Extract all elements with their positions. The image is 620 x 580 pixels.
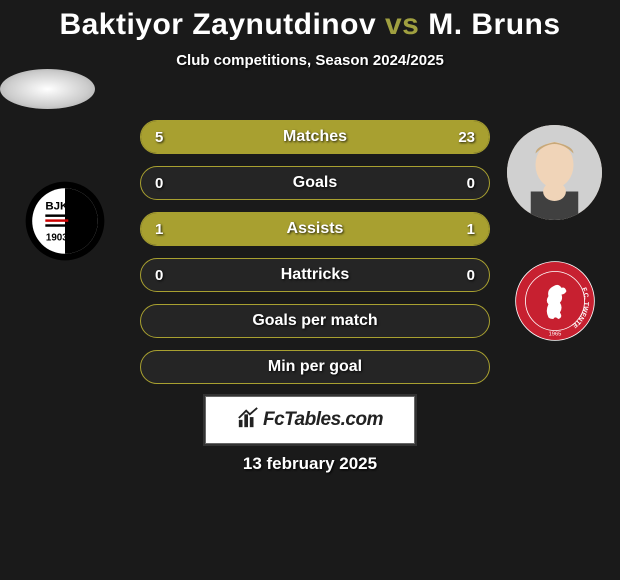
subtitle: Club competitions, Season 2024/2025: [0, 52, 620, 69]
stat-row-min-per-goal: Min per goal: [140, 350, 490, 384]
stat-label: Assists: [141, 213, 489, 245]
stat-label: Min per goal: [141, 351, 489, 383]
stat-row-hattricks: 0 Hattricks 0: [140, 258, 490, 292]
stat-row-matches: 5 Matches 23: [140, 120, 490, 154]
svg-text:1903: 1903: [46, 233, 68, 244]
svg-text:BJK: BJK: [45, 201, 69, 213]
player1-club-logo: BJK 1903: [24, 180, 106, 262]
title: Baktiyor Zaynutdinov vs M. Bruns: [0, 0, 620, 42]
player1-photo: [0, 69, 95, 109]
stat-label: Goals: [141, 167, 489, 199]
stat-row-goals: 0 Goals 0: [140, 166, 490, 200]
svg-text:1965: 1965: [549, 331, 562, 337]
vs-text: vs: [385, 8, 419, 41]
stat-value-right: 1: [467, 213, 475, 245]
stat-row-assists: 1 Assists 1: [140, 212, 490, 246]
fctables-text: FcTables.com: [263, 409, 383, 431]
player1-name: Baktiyor Zaynutdinov: [59, 8, 376, 41]
fctables-icon: [237, 407, 259, 434]
player2-club-logo: F.C. TWENTE 1965: [514, 260, 596, 342]
stat-label: Matches: [141, 121, 489, 153]
fctables-link[interactable]: FcTables.com: [205, 396, 415, 444]
date: 13 february 2025: [0, 454, 620, 474]
stat-value-right: 23: [458, 121, 475, 153]
stat-label: Goals per match: [141, 305, 489, 337]
stat-value-right: 0: [467, 259, 475, 291]
stat-label: Hattricks: [141, 259, 489, 291]
player2-photo: [507, 125, 602, 220]
stat-value-right: 0: [467, 167, 475, 199]
stats-block: 5 Matches 23 0 Goals 0 1 Assists 1 0 Hat…: [140, 120, 490, 396]
stat-row-goals-per-match: Goals per match: [140, 304, 490, 338]
player2-name: M. Bruns: [428, 8, 560, 41]
comparison-card: Baktiyor Zaynutdinov vs M. Bruns Club co…: [0, 0, 620, 580]
